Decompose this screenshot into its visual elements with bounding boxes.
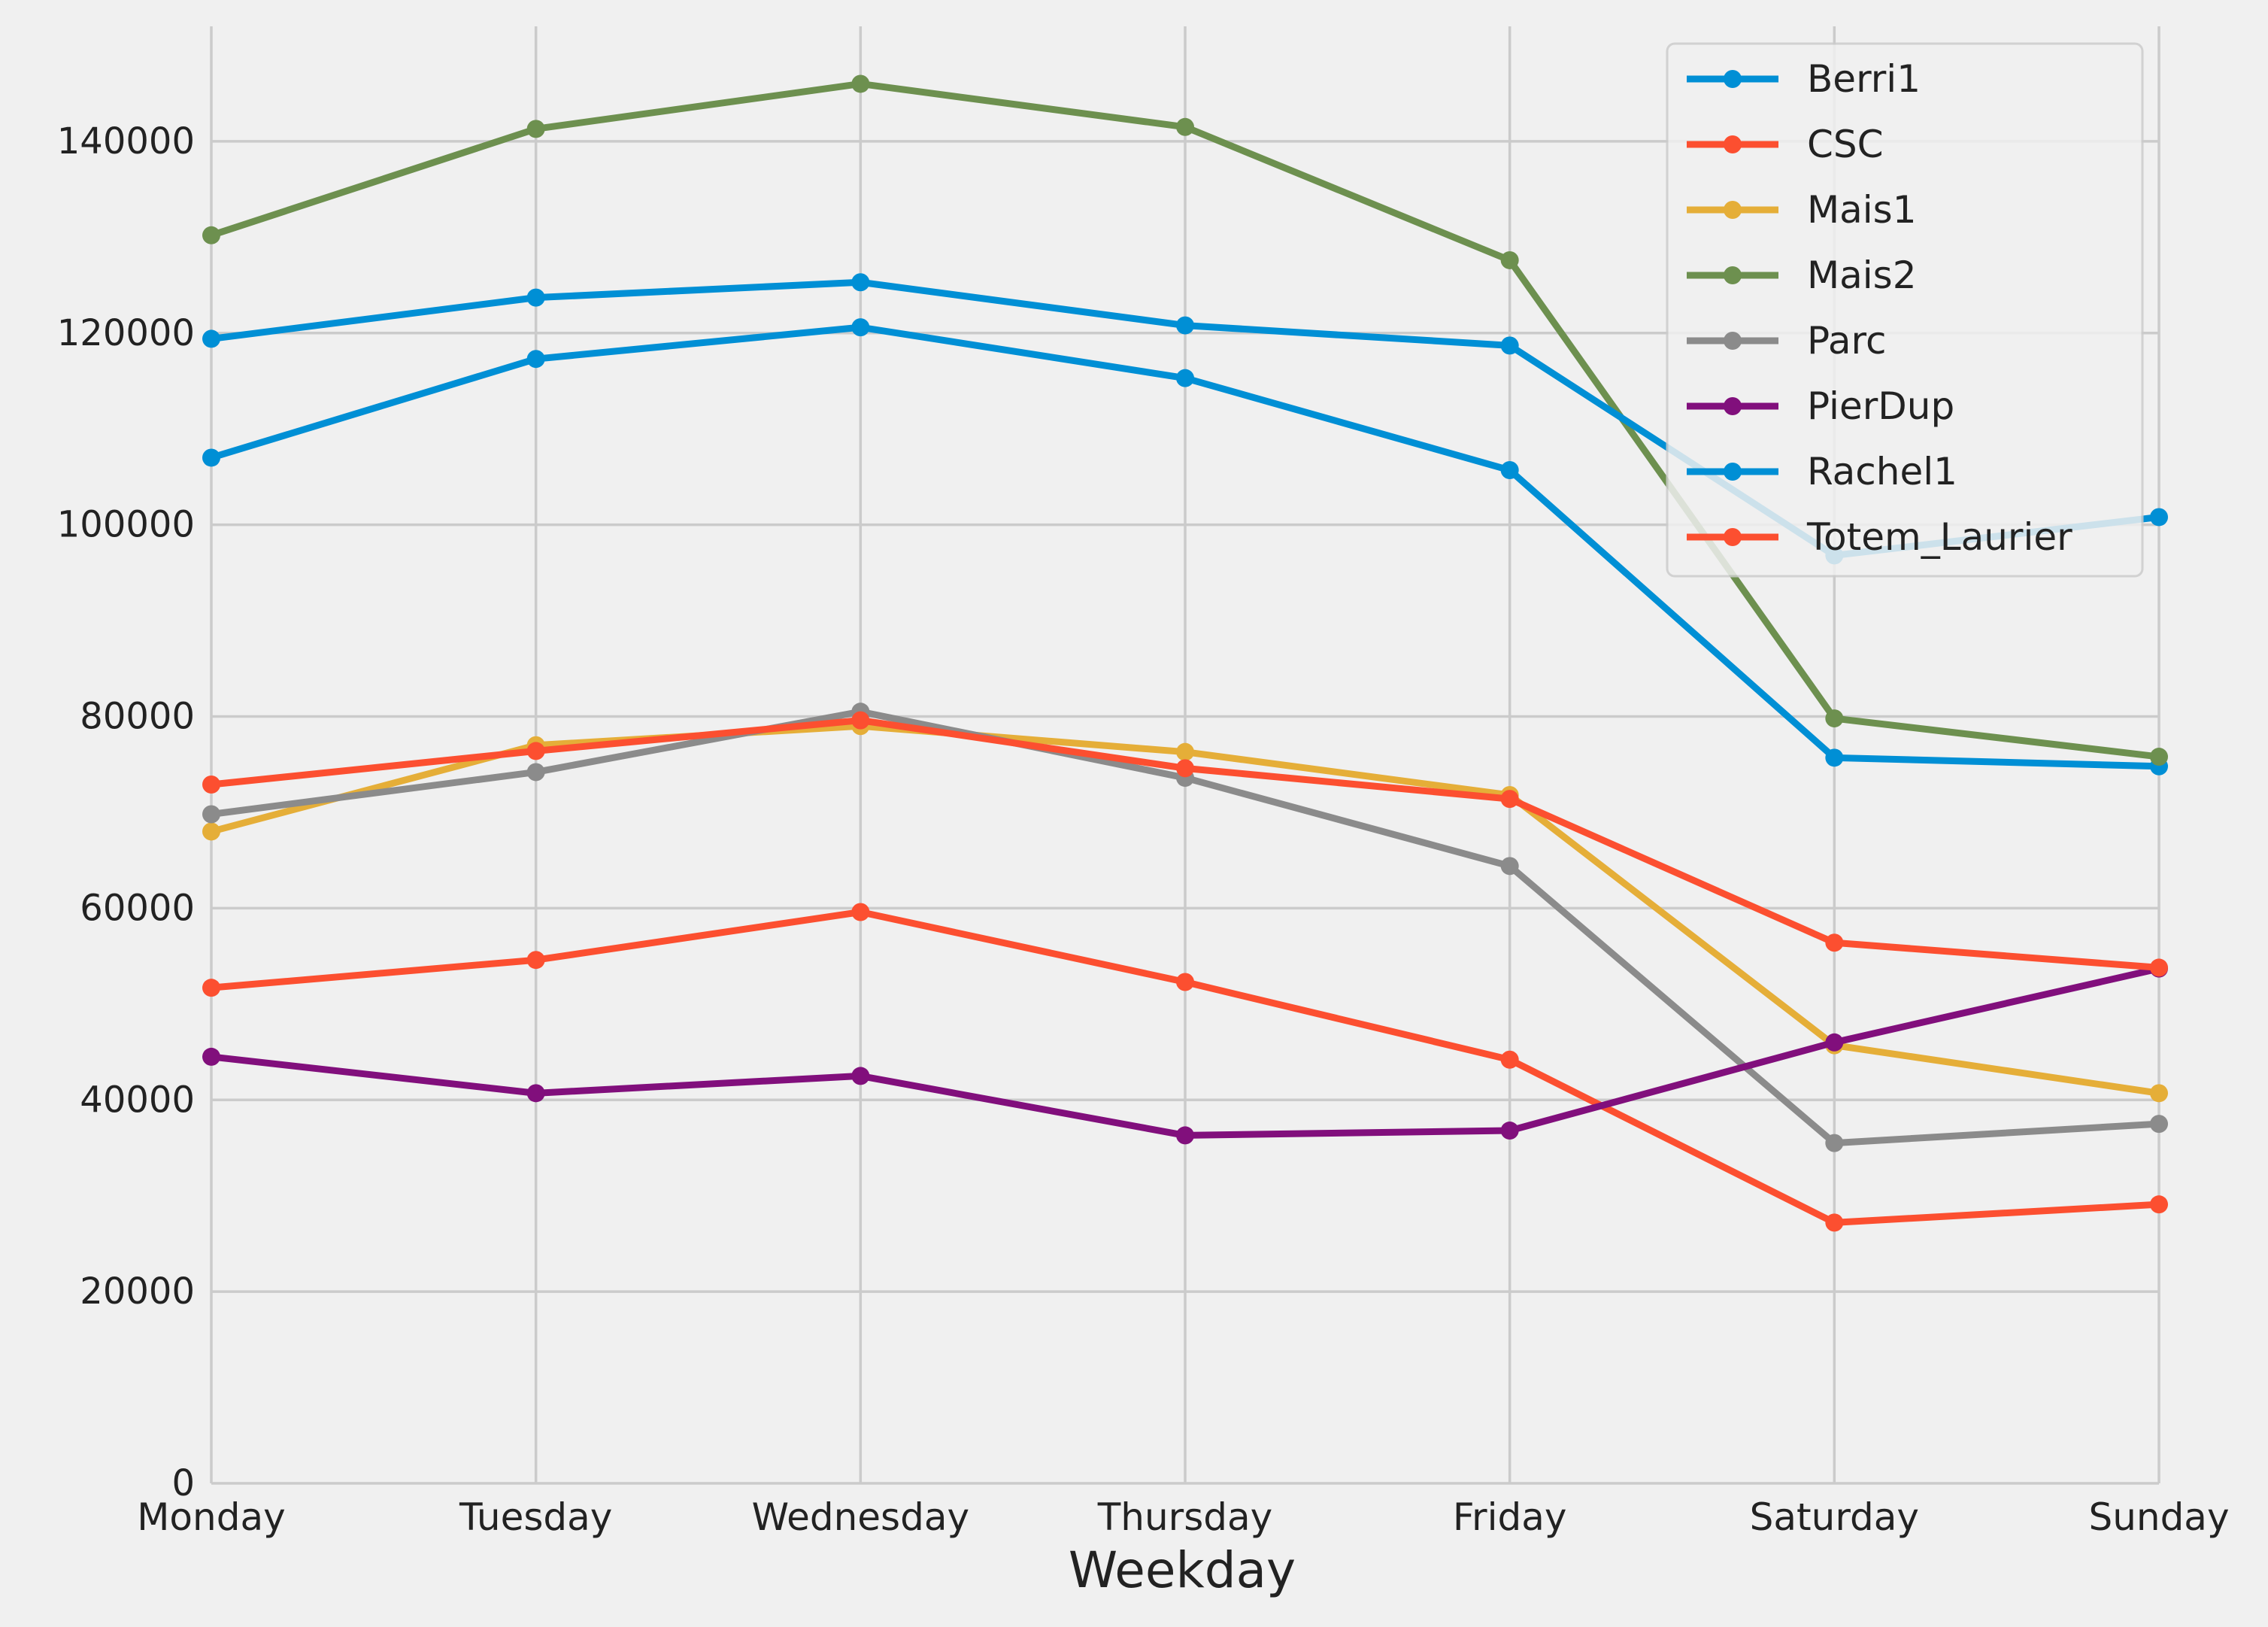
- x-tick-label: Sunday: [2088, 1495, 2229, 1539]
- data-point: [202, 822, 220, 841]
- data-point: [1176, 742, 1194, 761]
- data-point: [851, 1067, 870, 1085]
- legend-label: Parc: [1807, 319, 1887, 363]
- data-point: [1825, 1213, 1844, 1232]
- data-point: [1176, 369, 1194, 387]
- series-berri1: [202, 318, 2168, 776]
- legend-item: Totem_Laurier: [1687, 515, 2072, 559]
- legend-marker: [1724, 528, 1742, 546]
- data-point: [851, 711, 870, 730]
- data-point: [2150, 1084, 2168, 1103]
- data-point: [202, 226, 220, 244]
- data-point: [526, 763, 545, 782]
- series-totem-laurier: [202, 711, 2168, 977]
- y-tick-label: 140000: [57, 120, 195, 162]
- data-point: [202, 329, 220, 348]
- y-tick-label: 0: [171, 1462, 195, 1504]
- legend-label: Totem_Laurier: [1806, 515, 2072, 559]
- legend-marker: [1724, 463, 1742, 481]
- data-point: [202, 805, 220, 824]
- data-point: [1176, 1126, 1194, 1145]
- legend-label: Rachel1: [1807, 450, 1957, 493]
- data-point: [851, 273, 870, 292]
- x-tick-label: Thursday: [1097, 1495, 1273, 1539]
- y-tick-label: 100000: [57, 504, 195, 546]
- x-tick-label: Tuesday: [459, 1495, 612, 1539]
- legend-item: Mais2: [1687, 253, 1917, 297]
- data-point: [851, 318, 870, 337]
- legend-marker: [1724, 70, 1742, 88]
- data-point: [526, 951, 545, 970]
- legend-marker: [1724, 201, 1742, 219]
- data-point: [1825, 748, 1844, 767]
- data-point: [1825, 709, 1844, 728]
- legend-label: Berri1: [1807, 57, 1921, 101]
- data-point: [1825, 933, 1844, 952]
- legend-item: Mais1: [1687, 188, 1917, 232]
- x-tick-label: Wednesday: [752, 1495, 969, 1539]
- legend-label: PierDup: [1807, 384, 1954, 428]
- data-point: [1825, 1033, 1844, 1052]
- legend-box: [1666, 42, 2144, 578]
- legend-marker: [1724, 266, 1742, 284]
- legend-label: CSC: [1807, 123, 1884, 166]
- legend: Berri1 CSC Mais1 Mais2 Parc PierDup Rachel1 Tot…: [1666, 42, 2144, 578]
- data-point: [1500, 857, 1519, 876]
- data-point: [2150, 748, 2168, 766]
- legend-marker: [1724, 397, 1742, 415]
- legend-marker: [1724, 332, 1742, 350]
- data-point: [526, 120, 545, 138]
- data-point: [2150, 508, 2168, 527]
- legend-item: Berri1: [1687, 57, 1921, 101]
- data-point: [202, 979, 220, 997]
- data-point: [1500, 336, 1519, 355]
- x-axis-label: Weekday: [1069, 1541, 1296, 1599]
- data-point: [1500, 1122, 1519, 1140]
- data-point: [1500, 461, 1519, 480]
- legend-label: Mais1: [1807, 188, 1917, 232]
- axes: 0 20000 40000 60000 80000 100000 120000 140000 M…: [57, 120, 2230, 1539]
- data-point: [526, 1084, 545, 1103]
- data-point: [1176, 316, 1194, 335]
- legend-item: PierDup: [1687, 384, 1954, 428]
- data-point: [1825, 1134, 1844, 1152]
- data-point: [202, 448, 220, 467]
- data-point: [202, 1047, 220, 1066]
- data-point: [851, 903, 870, 921]
- data-point: [851, 74, 870, 93]
- y-tick-label: 120000: [57, 312, 195, 354]
- y-tick-label: 20000: [80, 1270, 195, 1313]
- data-point: [1500, 1050, 1519, 1069]
- data-point: [1176, 973, 1194, 991]
- x-tick-label: Saturday: [1750, 1495, 1919, 1539]
- y-tick-label: 60000: [80, 887, 195, 929]
- y-tick-label: 40000: [80, 1079, 195, 1121]
- data-point: [526, 288, 545, 307]
- legend-marker: [1724, 135, 1742, 153]
- data-point: [2150, 1195, 2168, 1214]
- legend-item: CSC: [1687, 123, 1884, 166]
- data-point: [1500, 250, 1519, 269]
- data-point: [1176, 759, 1194, 778]
- series-csc: [202, 903, 2168, 1232]
- data-point: [2150, 1115, 2168, 1134]
- series-mais2: [202, 74, 2168, 766]
- data-point: [202, 776, 220, 794]
- legend-label: Mais2: [1807, 253, 1917, 297]
- y-tick-label: 80000: [80, 696, 195, 738]
- data-point: [1176, 117, 1194, 136]
- legend-item: Rachel1: [1687, 450, 1957, 493]
- data-point: [1500, 790, 1519, 809]
- data-point: [526, 350, 545, 369]
- x-tick-label: Friday: [1453, 1495, 1567, 1539]
- x-tick-label: Monday: [137, 1495, 285, 1539]
- data-point: [2150, 958, 2168, 977]
- legend-item: Parc: [1687, 319, 1887, 363]
- data-point: [526, 742, 545, 760]
